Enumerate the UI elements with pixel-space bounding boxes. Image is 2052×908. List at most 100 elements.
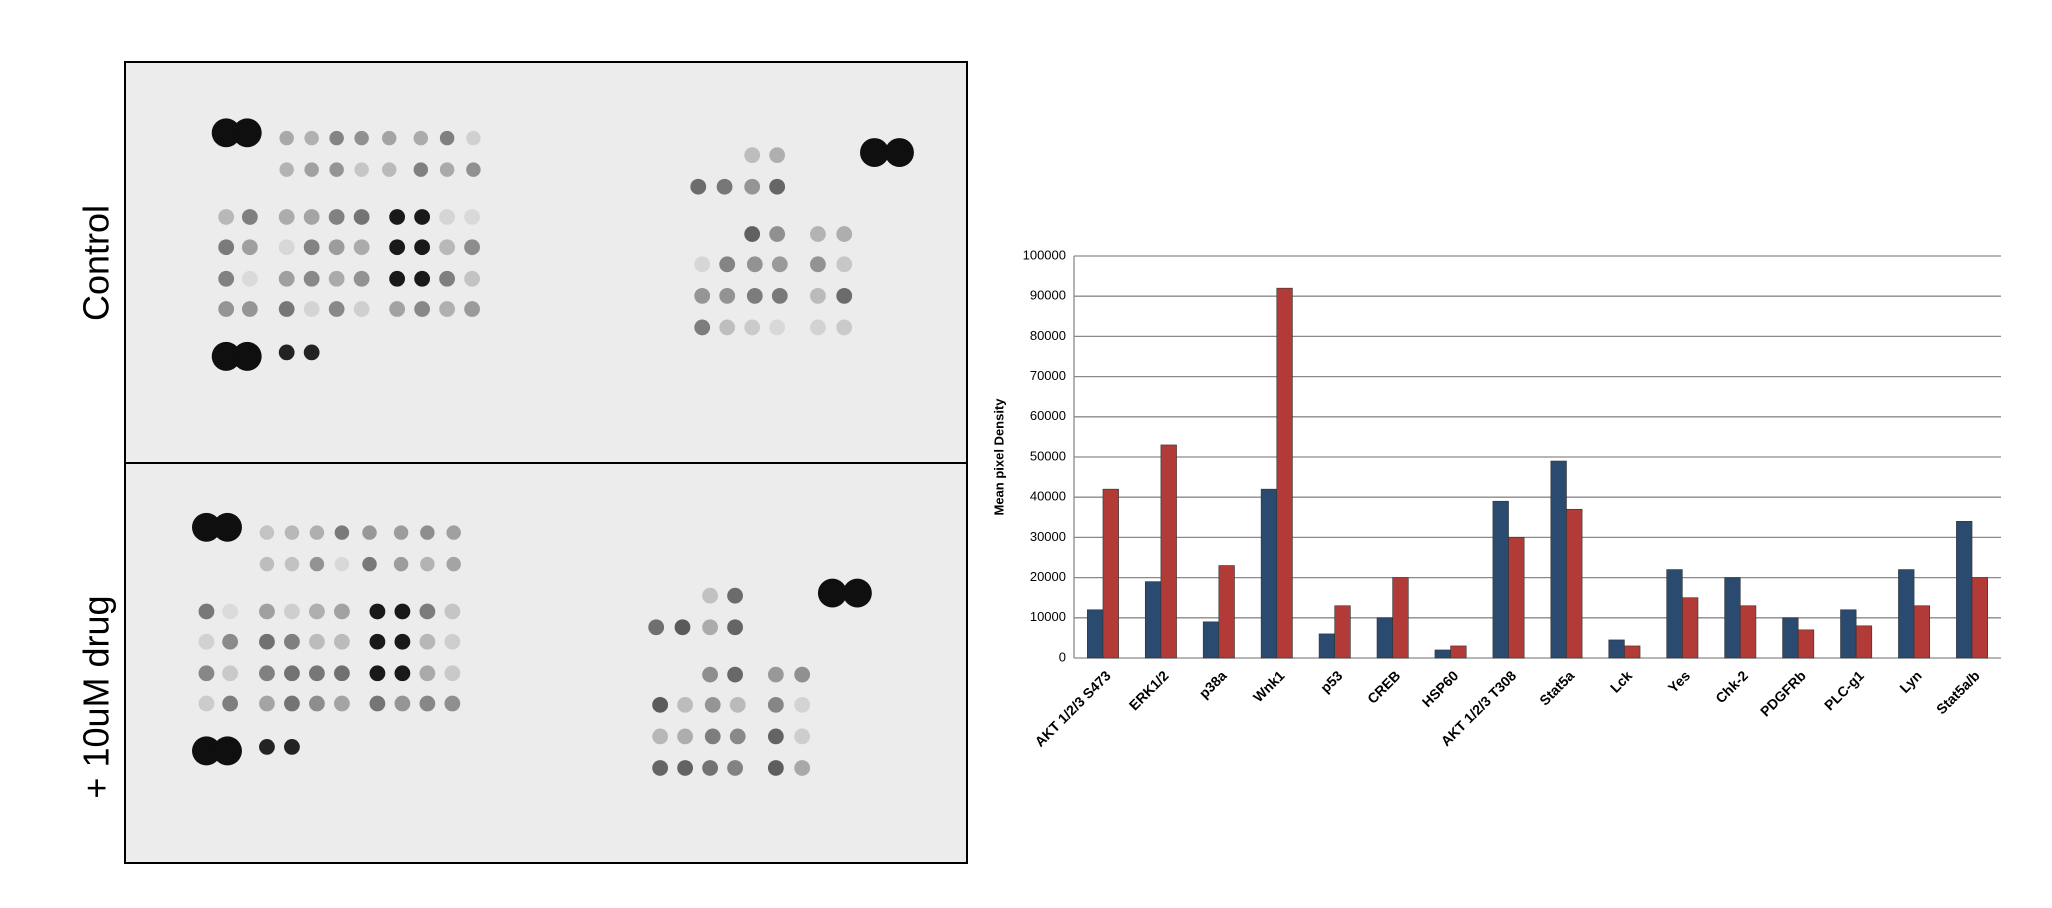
spot [284,603,300,620]
spot [677,696,694,713]
spot [420,556,435,572]
spot [394,633,411,650]
spot [836,287,853,304]
bar [1334,605,1351,659]
spot [746,287,763,304]
spot [328,270,345,287]
spot [446,525,461,540]
spot [719,256,736,273]
x-tick-label: CREB [1364,667,1403,706]
bar [1450,645,1467,659]
spot [382,162,397,177]
bar [1608,639,1625,659]
spot [393,556,409,572]
spot [444,633,461,650]
spot [284,525,300,540]
spot [362,525,377,540]
blot-label: Control [76,205,117,321]
bar [1260,488,1278,659]
spot [884,138,914,168]
spot [439,162,455,177]
spot [719,287,736,304]
spot [794,666,811,683]
spot [727,587,743,604]
spot [810,287,826,304]
bar [1492,500,1509,659]
spot [771,256,788,273]
spot [232,118,262,148]
x-tick-label: PDGFRb [1757,667,1809,719]
spot [279,162,294,177]
spot [241,209,258,225]
spot [394,695,411,712]
bar [1739,605,1757,659]
spot [413,130,429,146]
spot [303,209,320,225]
bar [1624,645,1641,659]
spot [241,270,258,287]
y-tick-label: 60000 [1030,408,1066,423]
spot [389,239,406,256]
spot [464,301,480,317]
spot [439,130,455,146]
spot [353,270,370,287]
spot [744,226,761,242]
spot [309,633,325,650]
spot [198,665,215,682]
spot [259,633,275,650]
x-tick-label: p53 [1317,667,1346,696]
spot [353,239,370,256]
spot [767,696,784,713]
spot [304,130,319,146]
spot [222,603,239,620]
spot [419,665,436,682]
bar [1376,617,1393,659]
spot [259,739,275,755]
bar [1144,581,1162,659]
spot [439,301,455,317]
spot [284,665,300,682]
spot [420,525,435,540]
y-tick-label: 30000 [1030,529,1066,544]
y-tick-label: 10000 [1030,609,1066,624]
x-tick-label: Lyn [1896,667,1925,696]
spot [328,209,345,225]
spot [369,633,386,650]
spot [369,695,386,712]
bar [1782,617,1799,659]
spot [328,301,345,317]
x-tick-label: Chk-2 [1712,667,1751,706]
spot [362,556,377,572]
spot [354,162,369,177]
spot [464,239,480,256]
spot [414,209,431,225]
spot [729,696,746,713]
spot [817,578,847,608]
y-tick-label: 50000 [1030,448,1066,463]
spot [304,162,319,177]
spot [278,301,295,317]
spot [309,603,325,620]
spot [413,162,429,177]
spot [746,256,763,273]
spot [677,728,694,745]
spot [444,603,461,620]
x-tick-label: AKT 1/2/3 S473 [1031,667,1113,749]
spot [446,556,461,572]
spot [284,739,300,755]
spot [334,525,350,540]
spot [702,587,718,604]
x-tick-label: PLC-g1 [1821,667,1867,713]
spot [464,270,480,287]
spot [389,209,406,225]
x-tick-label: Stat5a [1536,667,1577,708]
spot [836,319,853,336]
y-tick-label: 80000 [1030,328,1066,343]
x-tick-label: Wnk1 [1250,667,1288,705]
spot [729,728,746,745]
spot [278,209,295,225]
spot [466,130,481,146]
spot [334,633,350,650]
bar [1102,488,1119,659]
